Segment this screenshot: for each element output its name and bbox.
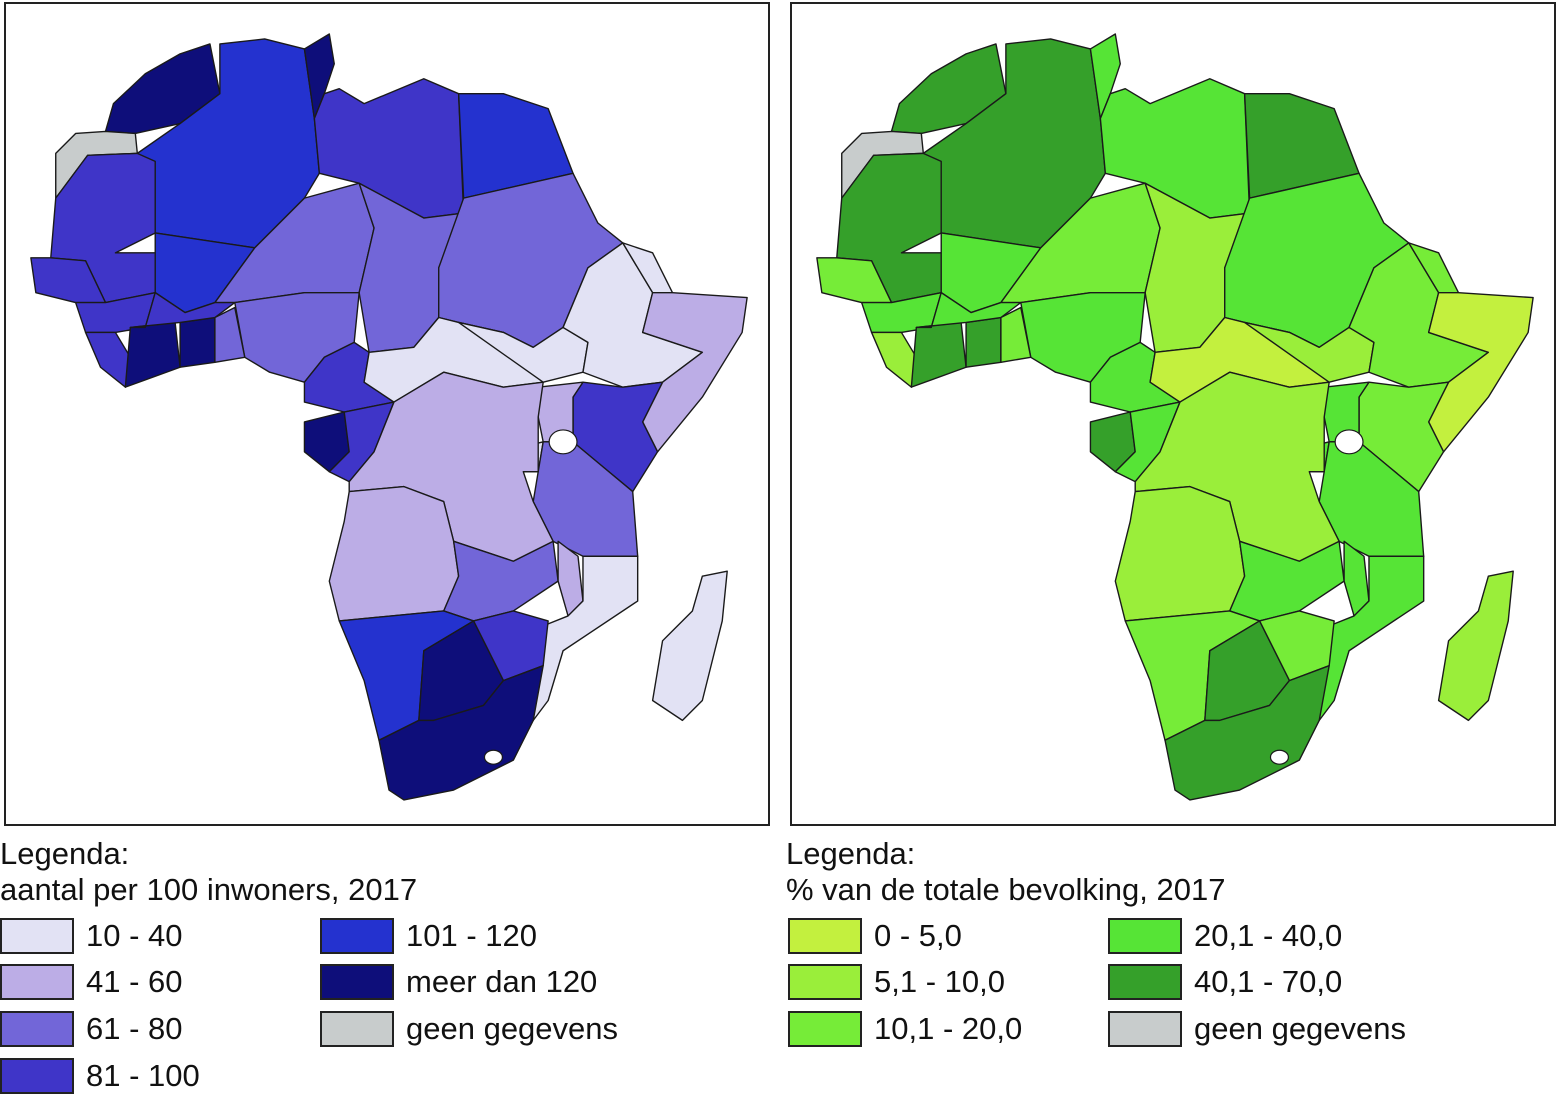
- country-togo-benin: [1000, 306, 1032, 363]
- legend-label: 81 - 100: [86, 1058, 200, 1093]
- legend-label: meer dan 120: [406, 964, 598, 999]
- legend-swatch: [788, 1011, 862, 1047]
- country-tunisia: [1089, 33, 1121, 120]
- legend-swatch: [320, 918, 394, 954]
- country-tunisia: [303, 33, 335, 120]
- country-madagascar: [651, 570, 728, 722]
- country-madagascar: [1437, 570, 1514, 722]
- legend-label: 10 - 40: [86, 918, 183, 953]
- legend-swatch: [320, 1011, 394, 1047]
- legend-label: 101 - 120: [406, 918, 537, 953]
- legend-label: geen gegevens: [1194, 1011, 1407, 1046]
- country-south-africa: [1164, 664, 1330, 801]
- legend-label: 5,1 - 10,0: [874, 964, 1005, 999]
- country-togo-benin: [214, 306, 246, 363]
- legend-left: Legenda: aantal per 100 inwoners, 2017 1…: [0, 836, 760, 1100]
- map-panel-right: [790, 2, 1556, 826]
- legend-swatch: [0, 918, 74, 954]
- choropleth-map-left: [30, 33, 748, 801]
- lake-victoria: [548, 429, 578, 455]
- legend-swatch: [1108, 1011, 1182, 1047]
- legend-title: Legenda:: [0, 836, 130, 871]
- country-angola: [328, 485, 460, 622]
- lake-victoria: [1334, 429, 1364, 455]
- country-ghana: [179, 316, 216, 368]
- legend-label: 0 - 5,0: [874, 918, 962, 953]
- legend-label: 20,1 - 40,0: [1194, 918, 1343, 953]
- legend-swatch: [320, 964, 394, 1000]
- legend-swatch: [788, 964, 862, 1000]
- country-cote-divoire: [124, 321, 181, 388]
- country-cote-divoire: [910, 321, 967, 388]
- country-south-africa: [378, 664, 544, 801]
- country-burkina-faso: [915, 291, 1022, 329]
- country-sierra-leone-liberia: [84, 331, 132, 388]
- legend-title: Legenda:: [786, 836, 916, 871]
- legend-label: geen gegevens: [406, 1011, 619, 1046]
- legend-label: 10,1 - 20,0: [874, 1011, 1023, 1046]
- legend-swatch: [1108, 964, 1182, 1000]
- choropleth-map-right: [816, 33, 1534, 801]
- lake-lesotho: [483, 749, 503, 765]
- legend-swatch: [788, 918, 862, 954]
- country-egypt: [1243, 92, 1360, 199]
- legend-label: 61 - 80: [86, 1011, 183, 1046]
- legend-swatch: [1108, 918, 1182, 954]
- country-burkina-faso: [129, 291, 236, 329]
- countries-layer: [30, 33, 748, 801]
- country-angola: [1114, 485, 1246, 622]
- legend-label: 41 - 60: [86, 964, 183, 999]
- legend-swatch: [0, 1011, 74, 1047]
- map-panel-left: [4, 2, 770, 826]
- legend-subtitle: aantal per 100 inwoners, 2017: [0, 872, 418, 907]
- country-sierra-leone-liberia: [870, 331, 918, 388]
- legend-swatch: [0, 964, 74, 1000]
- country-egypt: [457, 92, 574, 199]
- legend-label: 40,1 - 70,0: [1194, 964, 1343, 999]
- country-ghana: [965, 316, 1002, 368]
- legend-right: Legenda: % van de totale bevolking, 2017…: [786, 836, 1546, 1100]
- lake-lesotho: [1269, 749, 1289, 765]
- legend-subtitle: % van de totale bevolking, 2017: [786, 872, 1226, 907]
- countries-layer: [816, 33, 1534, 801]
- legend-swatch: [0, 1058, 74, 1094]
